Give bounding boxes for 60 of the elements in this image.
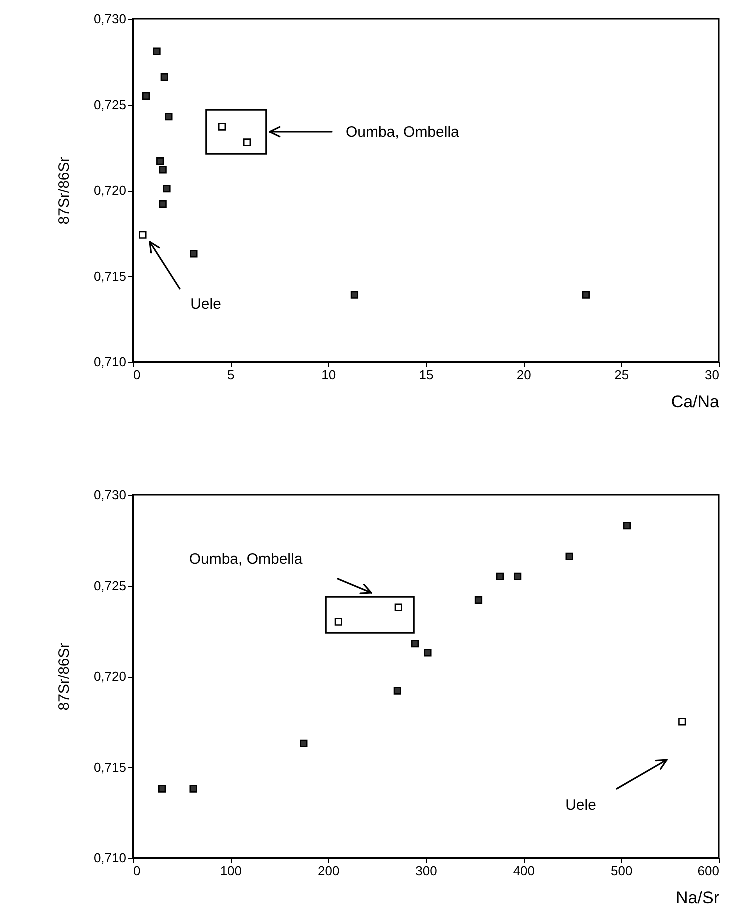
- point: [190, 785, 198, 793]
- point: [142, 92, 150, 100]
- point: [159, 166, 167, 174]
- y-tick-label: 0,730: [94, 488, 126, 502]
- y-tick-label: 0,710: [94, 850, 126, 866]
- point: [394, 687, 402, 695]
- point: [300, 740, 308, 748]
- y-axis-title: 87Sr/86Sr: [56, 157, 73, 225]
- point: [394, 604, 402, 612]
- annotation: Uele: [566, 797, 596, 814]
- x-tick-label: 10: [322, 368, 336, 382]
- point: [160, 74, 168, 82]
- point: [514, 572, 522, 580]
- point: [156, 158, 164, 166]
- point: [411, 640, 420, 648]
- point: [474, 596, 483, 604]
- annotation: Oumba, Ombella: [189, 551, 304, 568]
- x-tick-label: 200: [318, 864, 340, 878]
- x-tick-label: 100: [220, 864, 242, 878]
- point: [163, 184, 171, 193]
- point: [623, 522, 632, 530]
- point: [243, 138, 252, 146]
- y-tick-label: 0,725: [94, 97, 126, 112]
- point: [159, 200, 167, 208]
- point: [350, 291, 359, 299]
- y-tick-label: 0,730: [94, 12, 126, 26]
- point: [582, 291, 590, 299]
- point: [153, 48, 161, 56]
- point: [165, 112, 173, 121]
- point: [424, 649, 432, 657]
- y-axis-title: 87Sr/86Sr: [56, 643, 73, 711]
- point: [496, 572, 504, 580]
- x-tick-label: 0: [134, 864, 141, 878]
- x-tick-label: 500: [610, 864, 633, 878]
- point: [139, 231, 147, 239]
- x-tick-label: 25: [614, 368, 630, 382]
- x-tick-label: 30: [705, 368, 720, 382]
- annotation: Oumba, Ombella: [346, 124, 460, 141]
- y-tick-label: 0,720: [94, 669, 126, 684]
- x-tick-label: 400: [513, 864, 536, 878]
- point: [190, 250, 198, 258]
- point: [566, 552, 574, 561]
- annotation: Uele: [190, 296, 222, 313]
- x-axis-title: Ca/Na: [671, 392, 720, 412]
- x-axis-title: Na/Sr: [676, 888, 720, 908]
- x-tick-label: 15: [419, 368, 434, 382]
- point: [678, 718, 686, 726]
- y-tick-label: 0,720: [94, 183, 126, 198]
- x-tick-label: 5: [228, 368, 235, 382]
- x-tick-label: 20: [516, 368, 532, 382]
- x-tick-label: 0: [134, 368, 141, 382]
- point: [218, 123, 226, 131]
- y-tick-label: 0,725: [94, 578, 126, 594]
- x-tick-label: 300: [416, 864, 438, 878]
- y-tick-label: 0,715: [94, 268, 126, 284]
- x-tick-label: 600: [698, 864, 720, 878]
- y-tick-label: 0,710: [94, 354, 126, 370]
- point: [158, 785, 166, 793]
- y-tick-label: 0,715: [94, 760, 126, 775]
- point: [334, 618, 342, 626]
